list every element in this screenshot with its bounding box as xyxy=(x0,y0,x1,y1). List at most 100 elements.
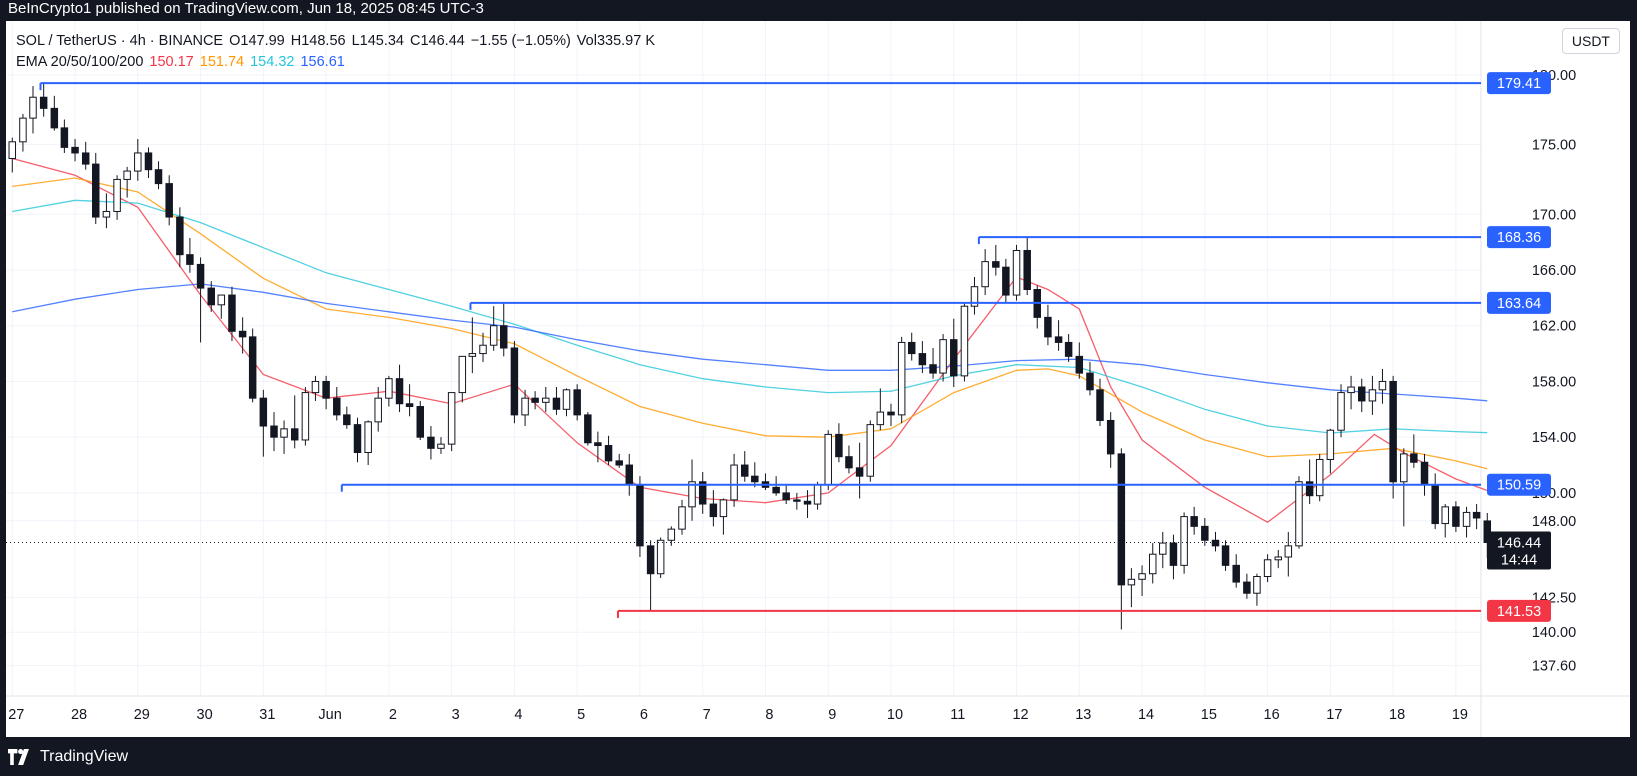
time-tick-label: 5 xyxy=(577,707,585,723)
time-axis: 27 28 29 30 31 Jun 2 3 4 5 6 7 8 9 10 11 12 13 14 15 16 17 18 1… xyxy=(8,707,1468,723)
time-tick-label: 14 xyxy=(1138,707,1154,723)
candle-down xyxy=(1232,554,1240,588)
close-value: C146.44 xyxy=(410,33,465,49)
candle-down xyxy=(92,152,100,225)
candle-body xyxy=(1284,545,1293,558)
candle-down xyxy=(270,412,278,452)
time-tick-label: 15 xyxy=(1201,707,1217,723)
time-tick-label: 6 xyxy=(640,707,648,723)
candle-body xyxy=(301,392,310,441)
candle-up xyxy=(1315,453,1324,502)
level-price-label: 141.53 xyxy=(1497,604,1541,620)
candle-down xyxy=(709,490,718,527)
level-price-tag xyxy=(1487,226,1551,249)
candle-down xyxy=(510,341,519,424)
brand-name: TradingView xyxy=(40,748,129,765)
candle-body xyxy=(228,294,236,332)
candle-down xyxy=(1117,448,1126,630)
candle-body xyxy=(939,339,947,374)
candle-up xyxy=(1274,550,1283,569)
candle-body xyxy=(364,421,372,454)
candle-down xyxy=(803,490,812,518)
candle-up xyxy=(960,303,969,382)
candle-body xyxy=(1180,516,1188,566)
candle-body xyxy=(573,389,581,416)
time-tick-label: 30 xyxy=(197,707,213,723)
candle-down xyxy=(228,286,236,342)
candle-down xyxy=(499,303,508,357)
candle-down xyxy=(772,476,780,496)
candle-body xyxy=(667,528,676,541)
time-tick-label: 11 xyxy=(950,707,965,723)
candle-body xyxy=(353,424,362,454)
candle-body xyxy=(311,380,320,394)
candle-up xyxy=(468,317,477,374)
ema-label[interactable]: EMA 20/50/100/200 xyxy=(16,54,144,70)
currency-selector[interactable]: USDT xyxy=(1561,28,1620,54)
price-tick-label: 154.00 xyxy=(1532,430,1576,446)
candle-body xyxy=(1054,336,1063,343)
candle-body xyxy=(416,406,424,438)
time-tick-label: 8 xyxy=(765,707,773,723)
candle-body xyxy=(719,499,728,518)
candle-body xyxy=(907,341,916,355)
chart-panel[interactable]: 180.00 175.00 170.00 166.00 162.00 158.00 154.… xyxy=(6,21,1630,737)
candle-down xyxy=(1054,320,1063,351)
candle-body xyxy=(385,378,393,399)
candle-up xyxy=(1326,428,1335,474)
candle-body xyxy=(1012,249,1021,296)
time-tick-label: 29 xyxy=(134,707,150,723)
price-tick-label: 140.00 xyxy=(1532,625,1576,641)
symbol-label[interactable]: SOL / TetherUS · 4h · BINANCE xyxy=(16,33,224,49)
candle-body xyxy=(709,503,718,518)
candle-up xyxy=(1295,476,1303,549)
candle-up xyxy=(134,139,142,181)
candle-body xyxy=(165,183,173,218)
candle-body xyxy=(981,261,989,288)
candle-down xyxy=(929,348,937,379)
candle-body xyxy=(929,364,937,374)
candle-body xyxy=(186,254,194,265)
candle-down xyxy=(1033,285,1041,329)
candle-body xyxy=(1315,458,1324,497)
candle-body xyxy=(1086,372,1094,391)
candle-down xyxy=(60,119,69,153)
candle-up xyxy=(678,499,686,535)
candlestick-chart[interactable]: 180.00175.00170.00166.00162.00158.00154.… xyxy=(6,21,1630,737)
candle-body xyxy=(698,481,707,505)
candle-body xyxy=(322,380,330,399)
candle-up xyxy=(123,166,131,198)
candle-body xyxy=(1368,389,1377,402)
candle-up xyxy=(1347,375,1355,410)
candle-down xyxy=(761,473,770,491)
candle-up xyxy=(1127,568,1136,608)
candle-body xyxy=(39,96,48,109)
candle-down xyxy=(531,391,539,410)
level-price-tag xyxy=(1487,291,1551,314)
footer-bar: TradingView xyxy=(0,740,1637,776)
candle-body xyxy=(248,336,257,399)
candle-body xyxy=(646,545,655,575)
candle-body xyxy=(1441,506,1449,525)
candle-body xyxy=(1389,380,1397,483)
candle-up xyxy=(489,306,498,351)
candle-body xyxy=(1263,559,1272,578)
candle-body xyxy=(405,403,414,408)
candle-body xyxy=(1044,316,1052,338)
candle-body xyxy=(793,499,801,502)
time-tick-label: 17 xyxy=(1326,707,1342,723)
tradingview-logo[interactable]: TradingView xyxy=(8,748,128,766)
candle-up xyxy=(824,430,832,491)
candle-up xyxy=(719,498,728,535)
candle-down xyxy=(343,406,351,429)
candle-up xyxy=(217,294,226,319)
candle-down xyxy=(793,492,801,510)
candle-body xyxy=(1232,564,1240,583)
candle-down xyxy=(416,400,424,440)
candle-up xyxy=(479,332,487,362)
candle-down xyxy=(698,472,707,514)
candle-body xyxy=(1400,453,1408,483)
high-value: H148.56 xyxy=(290,33,346,49)
price-axis: 180.00175.00170.00166.00162.00158.00154.… xyxy=(1532,68,1576,675)
candle-body xyxy=(468,353,477,357)
